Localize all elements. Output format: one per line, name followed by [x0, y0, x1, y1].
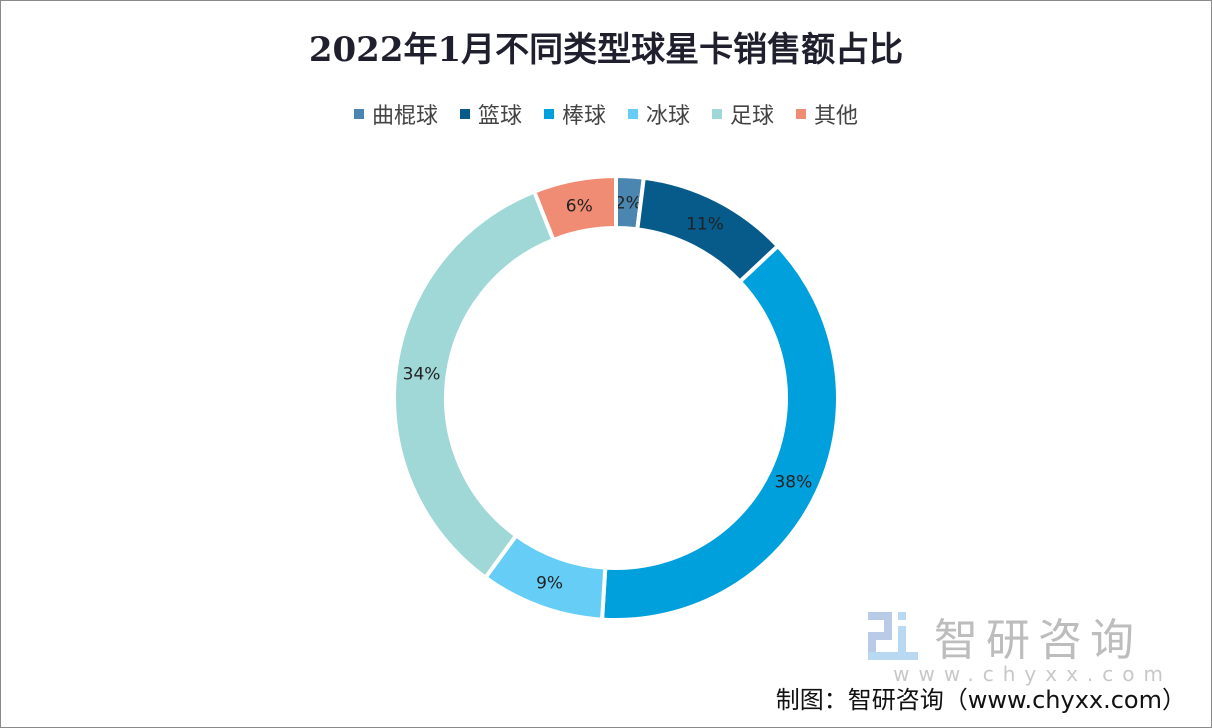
watermark: 智研咨询: [868, 604, 1142, 668]
legend-label: 其他: [814, 104, 859, 129]
legend-item: 棒球: [543, 98, 606, 130]
legend-label: 曲棍球: [371, 104, 438, 129]
legend-item: 足球: [712, 98, 774, 130]
data-label: 2%: [615, 193, 642, 213]
legend-label: 冰球: [646, 104, 691, 129]
legend-item: 篮球: [459, 98, 522, 130]
legend: 曲棍球 篮球 棒球 冰球 足球 其他: [0, 98, 1212, 130]
data-label: 38%: [774, 472, 812, 492]
data-label: 11%: [686, 214, 724, 234]
source-note: 制图：智研咨询（www.chyxx.com）: [775, 686, 1186, 714]
donut-slice-4: [392, 188, 557, 581]
chart-title: 2022年1月不同类型球星卡销售额占比: [308, 30, 904, 70]
donut-slice-5: [531, 173, 618, 243]
legend-swatch: [353, 109, 364, 119]
legend-item: 冰球: [628, 98, 690, 130]
legend-label: 篮球: [477, 104, 522, 129]
legend-label: 棒球: [561, 104, 606, 129]
legend-label: 足球: [730, 104, 775, 129]
donut-slice-2: [599, 243, 840, 622]
legend-swatch: [459, 109, 470, 119]
watermark-url: www.chyxx.com: [893, 662, 1172, 686]
legend-item: 曲棍球: [353, 98, 438, 130]
legend-swatch: [628, 109, 638, 119]
legend-item: 其他: [796, 98, 858, 130]
data-label: 6%: [566, 196, 593, 216]
watermark-brand: 智研咨询: [934, 615, 1142, 666]
legend-swatch: [796, 109, 807, 119]
watermark-logo-icon: [868, 612, 918, 660]
data-label: 34%: [403, 364, 441, 384]
legend-swatch: [712, 109, 723, 119]
data-label: 9%: [536, 573, 563, 593]
legend-swatch: [543, 109, 554, 119]
